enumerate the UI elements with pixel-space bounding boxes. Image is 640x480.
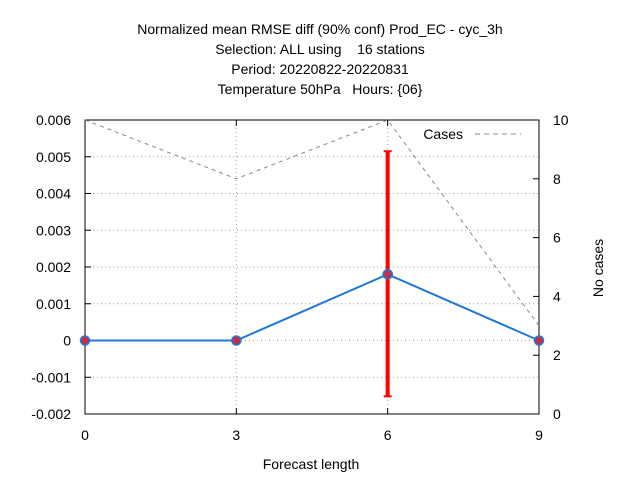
y2-tick-label: 10 [553,112,569,128]
x-tick-label: 6 [384,427,392,443]
y-tick-label: 0.006 [36,112,71,128]
axis-ticks: -0.002 -0.001 0 0.001 0.002 0.003 0.004 0.005 0.… [31,112,568,443]
y-tick-label: 0.004 [36,186,71,202]
y-tick-label: -0.002 [31,406,71,422]
chart-title-line-3: Period: 20220822-20220831 [231,61,409,77]
rmse-diff-point [79,335,91,346]
cases-line [84,119,540,327]
rmse-diff-point [533,335,545,346]
y2-tick-label: 0 [553,406,561,422]
chart-title-line-4: Temperature 50hPa Hours: {06} [217,81,423,97]
chart-title-line-1: Normalized mean RMSE diff (90% conf) Pro… [137,21,503,37]
chart-title-line-2: Selection: ALL using 16 stations [215,41,425,57]
x-tick-label: 3 [232,427,240,443]
x-axis-label: Forecast length [263,456,360,472]
rmse-diff-point [231,335,242,346]
y2-tick-label: 8 [553,171,561,187]
y2-tick-label: 4 [553,288,561,304]
grid-lines [85,120,539,414]
y2-axis-label: No cases [590,239,606,297]
legend-label-cases: Cases [423,126,463,142]
y2-tick-label: 6 [553,230,561,246]
y-tick-label: 0.003 [36,222,71,238]
y-tick-label: 0.002 [36,259,71,275]
x-tick-label: 0 [81,427,89,443]
rmse-diff-series [79,269,545,346]
y-tick-label: -0.001 [31,369,71,385]
x-tick-label: 9 [535,427,543,443]
y-tick-label: 0.001 [36,296,71,312]
y2-tick-label: 2 [553,347,561,363]
rmse-diff-line [85,273,540,342]
rmse-diff-point-overlay [382,269,393,280]
cases-series [84,119,540,327]
legend: Cases [423,126,521,142]
error-bars [382,150,393,398]
y-tick-label: 0.005 [36,149,71,165]
y-tick-label: 0 [63,333,71,349]
